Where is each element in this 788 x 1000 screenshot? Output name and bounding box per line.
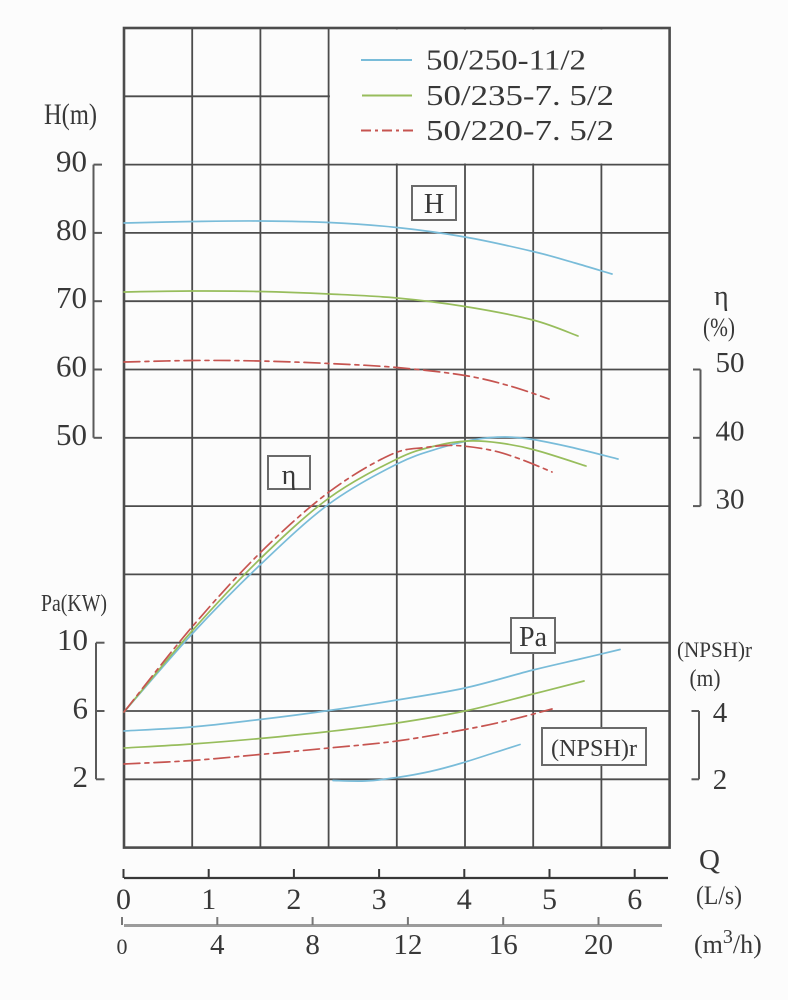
svg-text:(L/s): (L/s) [696,881,742,910]
svg-text:90: 90 [56,144,87,179]
svg-text:0: 0 [116,883,131,916]
svg-text:50/250-11/2: 50/250-11/2 [426,46,586,77]
svg-text:(m3/h): (m3/h) [694,926,762,959]
svg-text:8: 8 [305,929,320,961]
svg-text:3: 3 [372,883,387,916]
svg-text:2: 2 [713,764,728,796]
svg-text:10: 10 [57,622,88,657]
svg-text:30: 30 [716,484,745,516]
svg-text:η: η [282,460,297,491]
svg-text:η: η [714,281,729,312]
svg-text:12: 12 [393,929,422,961]
svg-text:Pa(KW): Pa(KW) [41,591,107,617]
svg-text:H: H [424,189,444,220]
svg-text:2: 2 [73,759,89,794]
svg-text:4: 4 [713,697,728,729]
svg-text:(NPSH)r: (NPSH)r [551,736,637,762]
svg-text:1: 1 [201,883,216,916]
svg-text:60: 60 [56,349,87,384]
svg-text:Q: Q [699,844,720,876]
svg-text:6: 6 [73,691,89,726]
svg-text:80: 80 [56,212,87,247]
svg-text:70: 70 [56,280,87,315]
svg-text:(NPSH)r: (NPSH)r [677,637,753,662]
svg-text:(m): (m) [690,666,721,692]
svg-text:50: 50 [716,347,745,379]
svg-text:50/235-7. 5/2: 50/235-7. 5/2 [426,81,614,112]
svg-text:0: 0 [117,934,128,959]
svg-text:4: 4 [457,883,472,916]
svg-text:6: 6 [627,883,642,916]
svg-text:4: 4 [210,929,225,961]
svg-text:20: 20 [584,929,613,961]
svg-text:5: 5 [542,883,557,916]
svg-text:40: 40 [716,416,745,448]
svg-text:Pa: Pa [519,622,548,653]
svg-text:16: 16 [489,929,518,961]
svg-text:50: 50 [56,417,87,452]
svg-text:50/220-7. 5/2: 50/220-7. 5/2 [426,116,614,147]
svg-text:H(m): H(m) [44,98,97,131]
svg-text:(%): (%) [703,313,735,342]
svg-text:2: 2 [286,883,301,916]
